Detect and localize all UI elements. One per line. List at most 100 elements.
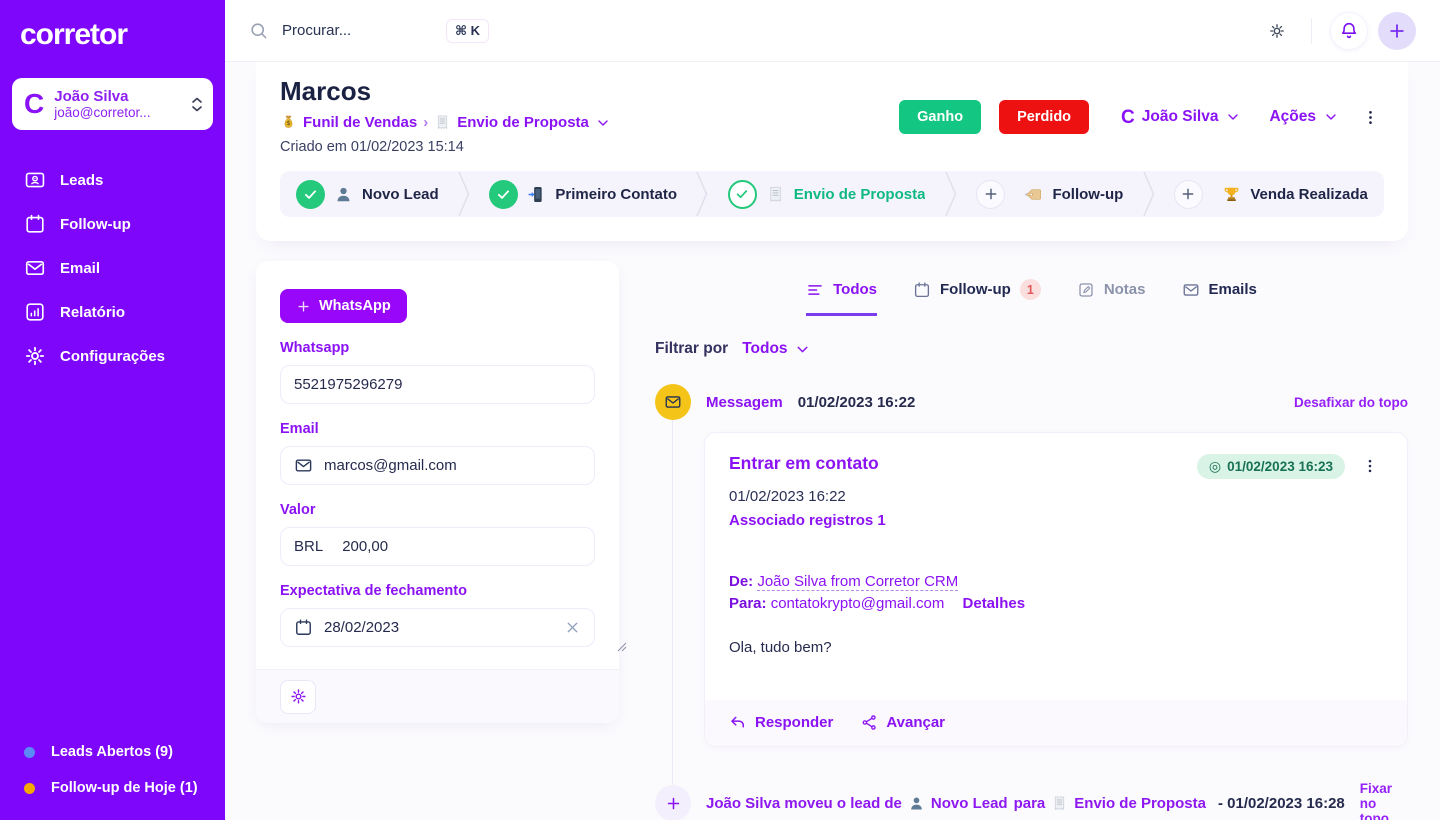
value-field: BRL	[280, 527, 595, 566]
sidebar-item-email[interactable]: Email	[0, 246, 225, 290]
plus-icon	[1387, 21, 1407, 41]
followup-hoje-stat[interactable]: Follow-up de Hoje (1)	[0, 770, 225, 806]
timeline-item-header: Messagem 01/02/2023 16:22 Desafixar do t…	[655, 384, 1408, 420]
header-kebab-menu[interactable]	[1357, 104, 1384, 131]
theme-toggle-button[interactable]	[1261, 15, 1293, 47]
created-at: Criado em 01/02/2023 15:14	[280, 139, 464, 155]
person-icon	[334, 185, 353, 204]
sidebar-item-relatorio[interactable]: Relatório	[0, 290, 225, 334]
plus-icon	[1180, 186, 1196, 202]
breadcrumb[interactable]: Funil de Vendas › Envio de Proposta	[280, 114, 611, 131]
create-button[interactable]	[1378, 11, 1416, 50]
sidebar-item-followup[interactable]: Follow-up	[0, 202, 225, 246]
sidebar-item-configuracoes[interactable]: Configurações	[0, 334, 225, 378]
message-body: Ola, tudo bem?	[729, 638, 832, 656]
timeline-item-time: 01/02/2023 16:22	[797, 393, 916, 411]
associated-records-link[interactable]: Associado registros 1	[729, 512, 886, 529]
user-email: joão@corretor...	[54, 105, 151, 120]
tab-followup[interactable]: Follow-up 1	[913, 279, 1041, 316]
sidebar: corretor C João Silva joão@corretor... L…	[0, 0, 225, 820]
forward-button[interactable]: Avançar	[861, 714, 945, 732]
sun-icon	[1267, 21, 1287, 41]
whatsapp-input[interactable]	[294, 376, 581, 393]
trophy-icon	[1222, 185, 1241, 204]
pencil-icon	[1077, 281, 1095, 299]
close-date-field-label: Expectativa de fechamento	[280, 583, 467, 599]
filter-row: Filtrar por Todos	[655, 340, 1408, 358]
add-stage-button[interactable]	[976, 179, 1006, 209]
receipt-icon	[1051, 795, 1068, 812]
add-stage-button[interactable]	[1173, 179, 1203, 209]
corretor-logo-icon: C	[24, 88, 45, 119]
unpin-link[interactable]: Desafixar do topo	[1293, 394, 1408, 410]
plus-icon	[665, 795, 682, 812]
resize-grip-icon	[617, 642, 627, 652]
list-icon	[806, 281, 824, 299]
close-date-input[interactable]	[324, 619, 553, 636]
field-settings-button[interactable]	[280, 679, 316, 714]
sidebar-item-leads[interactable]: Leads	[0, 158, 225, 202]
details-link[interactable]: Detalhes	[962, 594, 1026, 612]
to-contact: contatokrypto@gmail.com	[770, 594, 945, 612]
account-switcher[interactable]: C João Silva joão@corretor...	[12, 78, 213, 130]
breadcrumb-funnel[interactable]: Funil de Vendas	[303, 114, 418, 131]
reply-button[interactable]: Responder	[729, 714, 833, 732]
pin-link[interactable]: Fixar no topo	[1359, 780, 1393, 820]
blue-dot-icon	[24, 746, 35, 758]
tab-todos[interactable]: Todos	[806, 279, 877, 316]
chevron-updown-icon	[191, 97, 203, 112]
owner-select[interactable]: C João Silva	[1121, 108, 1241, 127]
details-card-footer	[256, 669, 619, 723]
stage-separator	[945, 171, 957, 217]
stage-followup[interactable]: Follow-up	[1024, 185, 1123, 204]
breadcrumb-stage[interactable]: Envio de Proposta	[457, 114, 589, 131]
leads-abertos-stat[interactable]: Leads Abertos (9)	[0, 734, 225, 770]
message-to-line: Para: contatokrypto@gmail.com Detalhes	[729, 594, 1026, 612]
tab-notas[interactable]: Notas	[1077, 279, 1146, 316]
value-field-label: Valor	[280, 502, 316, 518]
timeline-area: Todos Follow-up 1 Notas	[655, 261, 1408, 820]
activity-avatar	[655, 785, 691, 820]
message-kebab-menu[interactable]	[1357, 453, 1383, 479]
value-input[interactable]	[342, 538, 581, 555]
bell-icon	[1339, 21, 1359, 41]
lead-header-card: Marcos Funil de Vendas › Envio de Propos…	[256, 62, 1408, 241]
stage-novo-lead[interactable]: Novo Lead	[296, 179, 439, 209]
followup-count-badge: 1	[1019, 279, 1041, 300]
filter-select[interactable]: Todos	[742, 340, 810, 358]
stage-envio-proposta[interactable]: Envio de Proposta	[727, 179, 925, 209]
chevron-down-icon	[1323, 109, 1339, 125]
timeline-tabs: Todos Follow-up 1 Notas	[655, 261, 1408, 316]
from-contact-link[interactable]: João Silva from Corretor CRM	[757, 573, 959, 590]
resize-handle[interactable]	[617, 639, 627, 657]
stage-primeiro-contato[interactable]: Primeiro Contato	[489, 179, 677, 209]
filter-label: Filtrar por	[655, 340, 729, 357]
main-area: Marcos Funil de Vendas › Envio de Propos…	[225, 62, 1440, 820]
whatsapp-button[interactable]: WhatsApp	[280, 289, 407, 323]
message-from-line: De: João Silva from Corretor CRM	[729, 573, 959, 590]
lost-button[interactable]: Perdido	[999, 100, 1090, 134]
search-input[interactable]	[282, 22, 432, 39]
email-input[interactable]	[324, 457, 581, 474]
tab-emails[interactable]: Emails	[1182, 279, 1257, 316]
notifications-button[interactable]	[1330, 11, 1368, 50]
envelope-icon	[1182, 281, 1200, 299]
won-button[interactable]: Ganho	[899, 100, 982, 134]
chevron-down-icon	[595, 115, 611, 131]
corretor-logo: corretor	[20, 18, 128, 51]
stage-separator	[458, 171, 470, 217]
stage-separator	[696, 171, 708, 217]
bar-chart-icon	[24, 301, 46, 323]
plus-icon	[296, 299, 311, 314]
global-search: ⌘ K	[249, 18, 490, 43]
gear-icon	[24, 345, 46, 367]
message-title[interactable]: Entrar em contato	[729, 453, 879, 473]
seen-icon: ◎	[1208, 457, 1222, 474]
stage-venda-realizada[interactable]: Venda Realizada	[1222, 185, 1368, 204]
content-column: ⌘ K Marcos	[225, 0, 1440, 820]
reply-icon	[729, 714, 747, 732]
actions-menu-button[interactable]: Ações	[1269, 108, 1339, 126]
email-field	[280, 446, 595, 485]
receipt-icon	[434, 114, 451, 131]
clear-date-button[interactable]	[564, 619, 581, 636]
